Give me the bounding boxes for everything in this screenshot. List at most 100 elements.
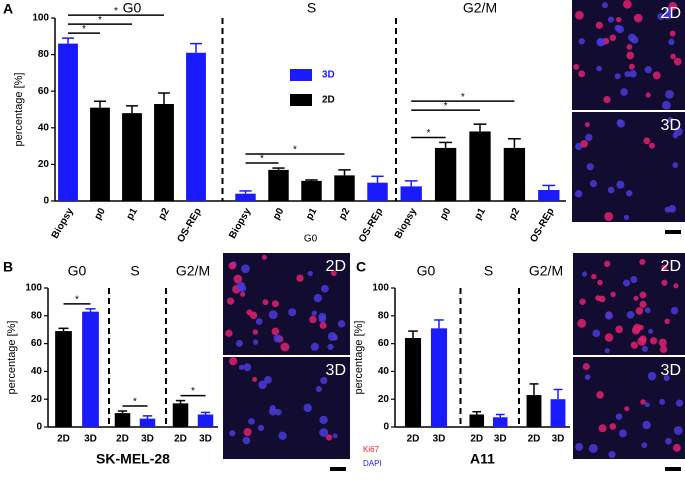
x-tick-label: p2 [337,206,353,222]
cell [264,376,272,384]
panel-letter: B [3,259,13,275]
cell [672,162,679,169]
cell [573,63,580,70]
cell [574,190,583,198]
x-tick-label: 2D [57,434,70,445]
cell [238,364,245,370]
cell [584,122,590,128]
y-axis-label: percentage [%] [13,73,25,147]
y-tick-label: 60 [38,86,50,97]
bar [235,193,256,201]
cell [618,429,627,438]
group-label: S [484,263,493,279]
cell [604,333,614,342]
cell [639,258,646,266]
cell [652,71,661,80]
cell [271,300,279,308]
cell [225,329,233,338]
bar [82,311,99,427]
group-label: G2/M [529,263,563,279]
y-tick-label: 60 [31,338,43,349]
cell [313,293,323,303]
cell [240,291,246,297]
cell [337,320,346,328]
cell [243,427,252,437]
bar [404,338,422,427]
cell [668,38,675,46]
scale-bar [330,467,346,471]
cell [252,329,259,335]
scale-bar [665,467,681,471]
cell [278,431,287,440]
image-label: 2D [326,258,346,275]
x-tick-label: p0 [271,206,287,222]
bar [268,169,289,201]
legend-swatch [290,69,312,81]
cell [271,327,280,336]
cell [645,92,651,98]
cell [325,434,333,441]
cell [229,356,238,366]
cell [607,186,615,194]
cell [604,311,613,320]
x-tick-label: 3D [433,434,446,445]
cell [269,404,276,411]
cell [641,345,649,352]
cell [665,89,674,99]
x-tick-label: p2 [507,206,523,222]
y-tick-label: 80 [31,310,43,321]
x-tick-label: 3D [494,434,507,445]
cell [268,310,278,320]
cell [249,311,258,320]
cell [238,284,247,293]
cell [235,339,243,347]
x-tick-label: 2D [470,434,483,445]
cell [642,420,651,430]
bar [526,395,542,427]
bar [58,43,78,202]
x-tick-label: 2D [116,434,129,445]
cell [309,315,317,324]
cell [675,399,684,407]
significance-label: * [293,145,297,156]
y-tick-label: 80 [38,49,50,60]
cell [639,291,647,299]
cell [319,321,327,329]
cell [626,51,635,60]
cell [643,137,651,145]
cell [668,204,676,213]
cell [596,37,605,47]
y-tick-label: 40 [38,122,50,133]
bar [550,399,566,427]
cell [607,16,614,23]
cell [604,347,610,354]
cell [228,262,237,270]
x-tick-label: 3D [199,434,212,445]
cell [243,363,252,372]
scale-bar [665,230,681,234]
y-axis-label: percentage [%] [353,321,365,395]
x-tick-label: 2D [174,434,187,445]
cell [668,1,678,11]
group-label: S [307,0,316,16]
cell [592,329,601,338]
x-tick-label: p0 [438,206,454,222]
y-tick-label: 0 [36,422,42,433]
legend-label: 3D [322,70,335,81]
cell [240,264,250,274]
cell [273,334,282,343]
x-tick-label: 2D [407,434,420,445]
x-axis-label: G0 [304,234,318,245]
bar [154,104,174,201]
cell [233,274,243,284]
cell [582,362,590,371]
cell [669,30,676,37]
cell [598,295,606,303]
cell [673,426,683,435]
cell [252,339,259,345]
cell [319,415,328,425]
group-label: G0 [68,263,87,279]
group-label: G0 [417,263,436,279]
bar [469,131,491,201]
cell [624,406,630,412]
